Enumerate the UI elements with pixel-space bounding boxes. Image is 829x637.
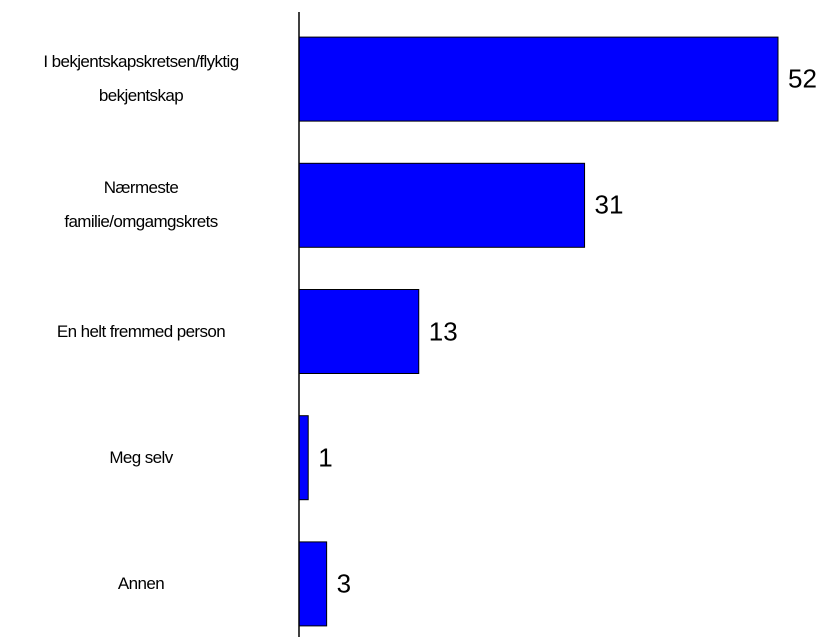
category-label: Meg selv [109, 447, 173, 467]
value-label: 52 [788, 63, 817, 94]
value-label: 13 [428, 316, 458, 346]
bar [298, 162, 586, 248]
category-label: I bekjentskapskretsen/flyktig bekjentska… [43, 52, 239, 106]
category-label: Nærmeste familie/omgamgskrets [64, 178, 218, 232]
bar [298, 36, 779, 122]
bar [298, 415, 309, 501]
bar [298, 541, 328, 627]
value-label: 1 [318, 442, 333, 473]
value-label: 31 [594, 189, 624, 220]
category-label: En helt fremmed person [56, 321, 226, 341]
category-label: Annen [117, 573, 165, 593]
value-label: 3 [336, 568, 352, 599]
bar [298, 289, 420, 374]
